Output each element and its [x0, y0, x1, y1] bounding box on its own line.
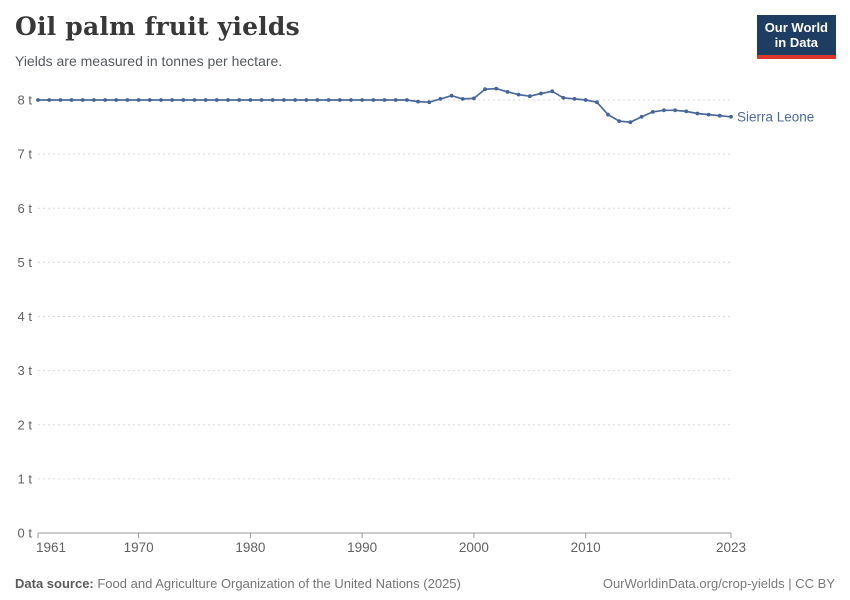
page-title: Oil palm fruit yields: [15, 12, 300, 41]
data-point: [36, 98, 40, 102]
data-point: [270, 98, 275, 102]
owid-logo: Our World in Data: [756, 15, 836, 59]
data-point: [449, 93, 454, 98]
data-point: [371, 98, 376, 102]
data-point: [226, 98, 230, 102]
x-axis-tick-label: 2023: [716, 540, 746, 555]
data-point: [360, 98, 364, 102]
owid-logo-line1: Our World: [764, 20, 828, 35]
data-point: [527, 94, 532, 99]
x-axis-tick-label: 1961: [36, 540, 66, 555]
data-point: [673, 108, 677, 113]
y-axis-tick-label: 8 t: [18, 93, 33, 108]
data-point: [393, 98, 398, 102]
data-point: [483, 87, 487, 92]
data-point: [203, 98, 208, 102]
data-point: [337, 98, 342, 102]
y-axis-tick-label: 6 t: [18, 201, 33, 216]
data-line: [38, 87, 732, 124]
data-point: [539, 91, 543, 96]
data-point: [583, 98, 588, 102]
data-point: [349, 98, 353, 102]
x-axis-tick-label: 1970: [124, 540, 154, 555]
chart-subtitle: Yields are measured in tonnes per hectar…: [15, 53, 283, 69]
data-point: [606, 112, 610, 117]
x-axis-tick-label: 1980: [235, 540, 265, 555]
series-label: Sierra Leone: [737, 109, 814, 124]
data-point: [628, 120, 633, 125]
data-point: [315, 98, 320, 102]
data-point: [58, 98, 63, 102]
data-point: [293, 98, 297, 102]
data-point: [550, 89, 555, 94]
data-point: [416, 99, 420, 104]
data-point: [92, 98, 96, 102]
data-point: [382, 98, 387, 102]
data-source-label: Data source:: [15, 576, 94, 591]
data-point: [505, 90, 510, 94]
data-point: [460, 97, 465, 101]
data-point: [595, 100, 599, 105]
y-axis-tick-label: 1 t: [18, 471, 33, 486]
data-point: [572, 97, 577, 101]
data-point: [147, 98, 152, 102]
y-axis-tick-label: 0 t: [18, 526, 33, 541]
data-point: [684, 109, 689, 114]
data-point: [650, 110, 655, 114]
owid-logo-line2: in Data: [774, 35, 819, 51]
y-axis-tick-label: 4 t: [18, 309, 33, 324]
data-source-text: Food and Agriculture Organization of the…: [93, 576, 461, 591]
data-point: [717, 113, 722, 118]
data-point: [304, 98, 309, 102]
data-point: [561, 95, 566, 100]
data-point: [80, 98, 85, 102]
data-point: [47, 98, 52, 102]
data-point: [438, 97, 443, 101]
x-axis-tick-label: 2010: [571, 540, 601, 555]
data-source-note: Data source: Food and Agriculture Organi…: [15, 576, 461, 591]
data-point: [639, 114, 644, 119]
data-point: [326, 98, 331, 102]
data-point: [114, 98, 119, 102]
data-point: [662, 108, 666, 113]
y-axis-tick-label: 3 t: [18, 363, 33, 378]
data-point: [136, 98, 141, 102]
data-point: [248, 98, 253, 102]
x-axis-tick-label: 1990: [347, 540, 377, 555]
data-point: [237, 98, 242, 102]
y-axis-tick-label: 5 t: [18, 255, 33, 270]
data-point: [729, 114, 733, 119]
data-point: [494, 86, 499, 91]
data-point: [405, 98, 409, 102]
data-point: [472, 96, 476, 101]
data-point: [516, 92, 521, 97]
data-point: [427, 100, 432, 105]
data-point: [695, 111, 700, 116]
license-note: OurWorldinData.org/crop-yields | CC BY: [602, 576, 835, 591]
y-axis-tick-label: 7 t: [18, 147, 33, 162]
data-point: [103, 98, 107, 102]
data-point: [69, 98, 74, 102]
data-point: [214, 98, 219, 102]
data-point: [170, 98, 175, 102]
data-point: [192, 98, 197, 102]
x-axis-tick-label: 2000: [459, 540, 489, 555]
data-point: [617, 119, 622, 123]
data-point: [282, 98, 286, 102]
data-point: [125, 98, 130, 102]
data-point: [159, 98, 163, 102]
data-point: [181, 98, 186, 102]
data-point: [706, 112, 711, 117]
y-axis-tick-label: 2 t: [18, 417, 33, 432]
data-point: [259, 98, 264, 102]
